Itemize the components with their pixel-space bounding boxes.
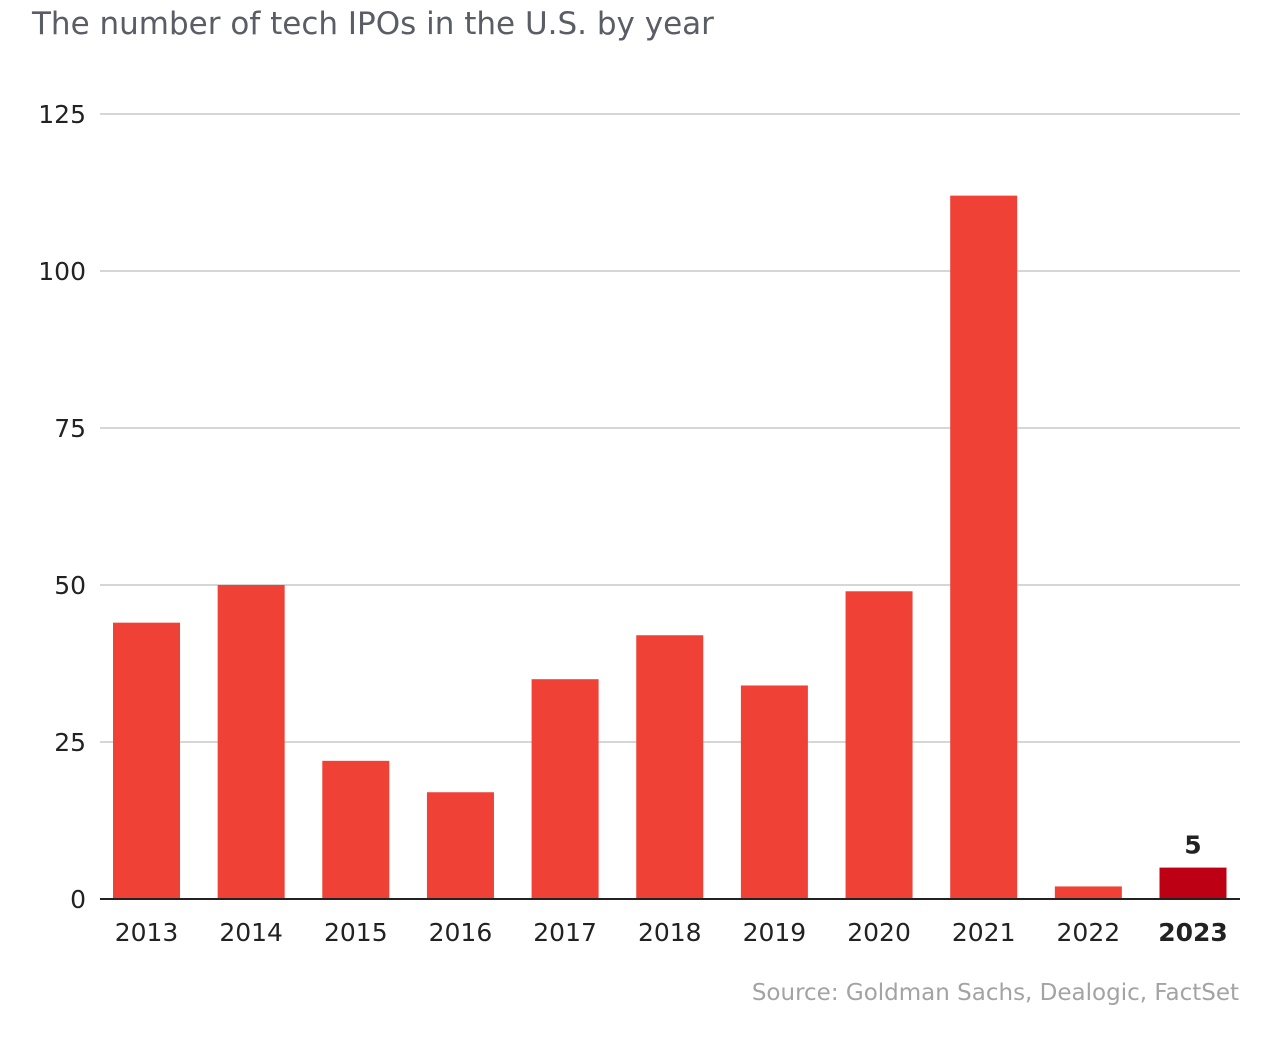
x-tick-label: 2015 bbox=[324, 918, 388, 947]
x-tick-label: 2013 bbox=[115, 918, 179, 947]
y-tick-label: 50 bbox=[54, 571, 86, 600]
x-tick-label: 2017 bbox=[533, 918, 597, 947]
x-tick-label: 2019 bbox=[743, 918, 807, 947]
x-tick-label: 2021 bbox=[952, 918, 1016, 947]
bar-2013 bbox=[113, 622, 180, 899]
bars bbox=[113, 195, 1227, 899]
bar-2022 bbox=[1054, 886, 1122, 899]
gridlines bbox=[100, 113, 1240, 743]
x-tick-label: 2018 bbox=[638, 918, 702, 947]
bar-2018 bbox=[636, 635, 704, 899]
y-tick-label: 75 bbox=[54, 414, 86, 443]
bar-2014 bbox=[217, 585, 285, 899]
y-tick-label: 0 bbox=[70, 885, 86, 914]
bar-2015 bbox=[322, 760, 390, 899]
bar-2020 bbox=[845, 591, 913, 899]
x-tick-label: 2016 bbox=[429, 918, 493, 947]
data-label: 5 bbox=[1184, 831, 1201, 860]
y-tick-label: 100 bbox=[38, 257, 86, 286]
bar-2017 bbox=[531, 679, 599, 899]
x-tick-label: 2020 bbox=[847, 918, 911, 947]
x-axis-labels: 2013 2014 2015 2016 2017 2018 2019 2020 2021 2022… bbox=[115, 918, 1228, 947]
y-axis-ticks: 0 25 50 75 100 125 bbox=[38, 100, 86, 914]
bar-2021 bbox=[950, 195, 1018, 899]
x-tick-label: 2014 bbox=[219, 918, 283, 947]
bar-2023 bbox=[1159, 867, 1227, 899]
chart-title: The number of tech IPOs in the U.S. by y… bbox=[32, 6, 714, 42]
x-tick-label: 2023 bbox=[1158, 918, 1228, 947]
data-labels: 5 bbox=[1184, 831, 1201, 860]
y-tick-label: 25 bbox=[54, 728, 86, 757]
y-tick-label: 125 bbox=[38, 100, 86, 129]
bar-2016 bbox=[426, 792, 494, 899]
x-tick-label: 2022 bbox=[1057, 918, 1121, 947]
bar-2019 bbox=[740, 685, 808, 899]
source-note: Source: Goldman Sachs, Dealogic, FactSet bbox=[751, 980, 1239, 1006]
